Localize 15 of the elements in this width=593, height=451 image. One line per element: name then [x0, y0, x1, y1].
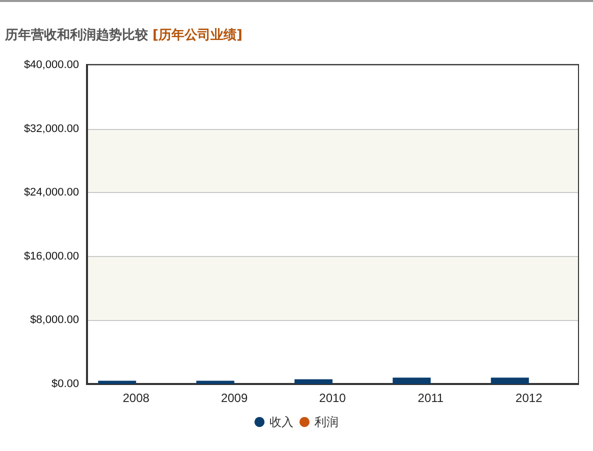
chart-title: 历年营收和利润趋势比较 — [5, 28, 148, 43]
x-tick-label: 2012 — [516, 391, 543, 405]
chart-subtitle: [历年公司业绩] — [152, 28, 242, 43]
x-tick-label: 2008 — [122, 391, 150, 405]
y-tick-label: $16,000.00 — [24, 250, 79, 262]
legend-label: 收入 — [270, 415, 294, 429]
y-tick-label: $8,000.00 — [30, 314, 79, 326]
x-tick-label: 2009 — [220, 391, 248, 405]
x-tick-label: 2011 — [418, 391, 444, 405]
y-tick-label: $24,000.00 — [24, 186, 79, 199]
y-tick-label: $32,000.00 — [24, 122, 79, 135]
y-tick-label: $40,000.00 — [24, 59, 79, 71]
legend-label: 利润 — [314, 415, 338, 429]
x-tick-label: 2010 — [319, 391, 346, 405]
y-tick-label: $0.00 — [51, 378, 79, 390]
